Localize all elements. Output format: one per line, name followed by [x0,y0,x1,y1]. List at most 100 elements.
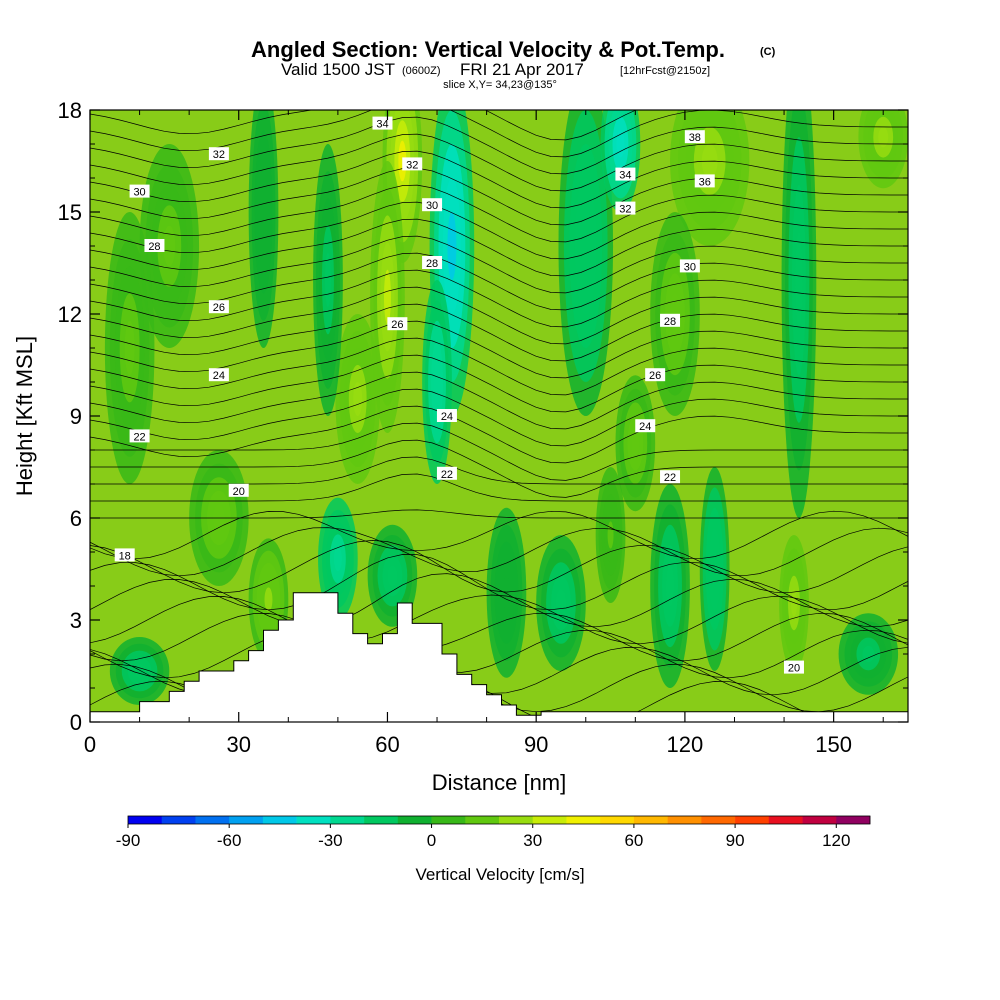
contour-label: 22 [129,429,150,443]
theta-contour-line [90,573,908,628]
theta-contour-line [90,629,908,679]
contour-label: 24 [436,409,457,423]
velocity-shade [862,645,875,663]
theta-contour-line [90,320,908,379]
x-tick-label: 0 [84,732,96,757]
contour-label: 30 [129,184,150,199]
colorbar-segment [532,816,567,824]
contour-label-text: 22 [133,431,145,443]
x-tick-label: 90 [524,732,548,757]
velocity-shade [383,269,391,325]
theta-contour-line [90,509,908,519]
colorbar-segment [465,816,500,824]
y-tick-label: 12 [58,302,82,327]
colorbar-tick-label: -90 [116,831,141,850]
velocity-shade [447,212,457,280]
contour-label: 32 [402,157,423,171]
velocity-shade [631,429,640,457]
x-axis-label: Distance [nm] [432,770,567,795]
contour-label: 20 [783,660,804,675]
contour-label: 22 [436,466,457,481]
colorbar-segment [701,816,736,824]
velocity-shade [878,127,889,148]
theta-contour-line [90,110,908,141]
contour-label: 20 [228,483,249,498]
contour-label-text: 26 [391,319,403,331]
colorbar-tick-label: 0 [427,831,436,850]
velocity-cell [650,484,690,688]
colorbar-segment [262,816,297,824]
colorbar-segment [397,816,432,824]
contour-label-text: 30 [684,261,696,273]
theta-contour-line [90,116,908,175]
contour-label-text: 38 [689,132,701,144]
contour-label-text: 32 [619,204,631,216]
contour-label: 24 [208,368,229,382]
contour-label-text: 22 [441,469,453,481]
chart-subtitle-forecast: [12hrFcst@2150z] [620,65,710,77]
velocity-shade [795,232,803,328]
contour-label: 18 [114,548,135,562]
contour-label-text: 22 [664,472,676,484]
theta-contour-line [90,235,908,294]
velocity-shade [264,587,273,612]
contour-label: 22 [660,470,681,484]
chart-subtitle-valid: Valid 1500 JST [281,60,395,79]
colorbar-tick-label: 30 [523,831,542,850]
y-tick-label: 15 [58,200,82,225]
contour-label-text: 32 [406,159,418,171]
velocity-shade [580,212,592,280]
theta-contour-line [90,405,908,464]
contour-label-text: 26 [213,302,225,314]
contour-label-text: 28 [148,241,160,253]
contour-label: 26 [645,368,666,382]
colorbar: -90 -60 -30 0 30 60 90 120 [116,815,871,850]
colorbar-segment [836,816,871,824]
colorbar-frame [127,815,871,825]
contour-label: 28 [660,313,681,328]
velocity-cell [858,110,908,189]
theta-contour-line [90,456,908,485]
colorbar-tick-label: 90 [726,831,745,850]
y-tick-label: 0 [70,710,82,735]
contour-label: 30 [679,259,700,273]
theta-contour-line [90,540,908,594]
x-tick-label: 60 [375,732,399,757]
velocity-cell [318,497,358,620]
velocity-shade [666,565,675,607]
velocity-cell [600,110,641,212]
velocity-shade [556,589,566,617]
colorbar-tick-label: -30 [318,831,343,850]
chart-title: Angled Section: Vertical Velocity & Pot.… [251,37,725,62]
chart-subtitle-date: FRI 21 Apr 2017 [460,60,584,79]
colorbar-segment [768,816,803,824]
contour-label: 28 [144,239,165,253]
contour-label: 24 [635,419,656,433]
theta-contour-line [90,218,908,277]
colorbar-segment [431,816,466,824]
colorbar-segment [229,816,264,824]
colorbar-segment [195,816,230,824]
colorbar-segment [600,816,635,824]
contour-label-text: 30 [426,200,438,212]
theta-contour-line [90,388,908,447]
colorbar-segment [330,816,365,824]
velocity-cell [486,507,527,678]
contour-label-text: 32 [213,149,225,161]
contour-label: 32 [208,147,229,161]
contour-label: 26 [208,300,229,314]
velocity-shade [434,361,441,403]
y-tick-label: 9 [70,404,82,429]
colorbar-segment [296,816,331,824]
velocity-shade [260,184,267,240]
colorbar-segment [161,816,196,824]
contour-label: 36 [694,174,715,188]
theta-contour-line [90,167,908,226]
colorbar-segment [499,816,534,824]
velocity-shade [163,225,176,267]
contour-label-text: 20 [233,486,245,498]
contour-label-text: 26 [649,370,661,382]
theta-contour-line [90,252,908,311]
contour-label: 26 [387,317,408,331]
theta-contour-line [90,354,908,413]
